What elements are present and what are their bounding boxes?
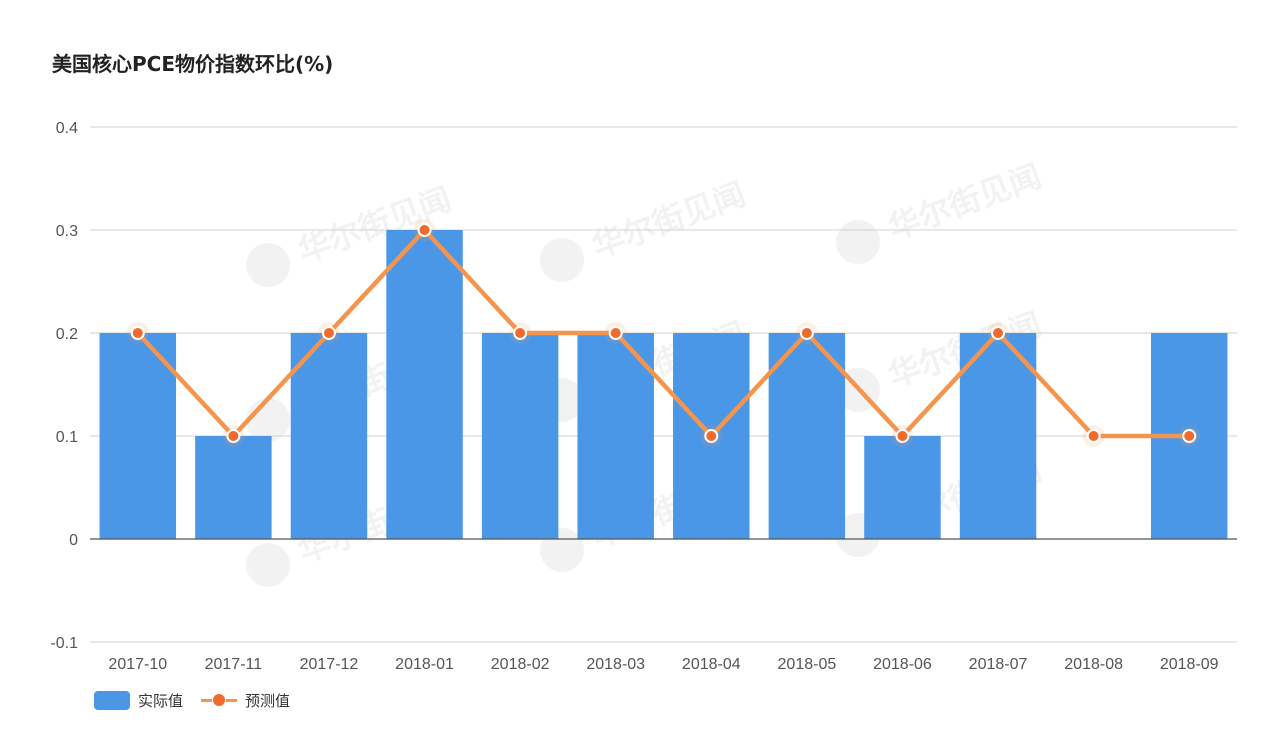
line-series <box>126 219 1201 447</box>
line-point[interactable] <box>1086 429 1101 443</box>
line-point[interactable] <box>799 326 814 340</box>
chart-title: 美国核心PCE物价指数环比(%) <box>52 52 334 76</box>
legend-item-forecast[interactable]: 预测值 <box>201 690 290 711</box>
y-tick-label: -0.1 <box>50 635 78 652</box>
forecast-line <box>135 227 1192 439</box>
bar[interactable] <box>959 333 1037 539</box>
watermark-logo-icon <box>246 243 290 287</box>
x-tick-label: 2017-11 <box>205 656 263 673</box>
y-tick-label: 0.4 <box>56 120 78 137</box>
legend-label-forecast: 预测值 <box>245 691 291 710</box>
legend-bar-swatch <box>94 690 130 710</box>
x-tick-label: 2018-04 <box>682 656 741 673</box>
watermark: 华尔街见闻 <box>836 157 1046 264</box>
x-tick-label: 2018-08 <box>1064 656 1123 673</box>
y-tick-label: 0 <box>69 532 78 549</box>
line-point[interactable] <box>895 429 910 443</box>
y-tick-label: 0.3 <box>56 223 78 240</box>
x-tick-label: 2018-03 <box>586 656 645 673</box>
watermark-text: 华尔街见闻 <box>883 157 1046 247</box>
line-point[interactable] <box>513 326 528 340</box>
legend-label-actual: 实际值 <box>138 691 184 710</box>
line-point[interactable] <box>608 326 623 340</box>
watermark-logo-icon <box>540 238 584 282</box>
x-tick-label: 2017-10 <box>108 656 167 673</box>
x-axis: 2017-10 2017-11 2017-12 2018-01 2018-02 2018-… <box>108 656 1218 673</box>
line-point[interactable] <box>321 326 336 340</box>
bar[interactable] <box>386 230 463 539</box>
watermark: 华尔街见闻 <box>540 175 750 282</box>
watermark-logo-icon <box>836 220 880 264</box>
watermark-logo-icon <box>246 543 290 587</box>
line-point[interactable] <box>226 429 241 443</box>
x-tick-label: 2018-09 <box>1160 656 1219 673</box>
bar[interactable] <box>577 333 654 539</box>
x-tick-label: 2018-02 <box>491 656 550 673</box>
bar-series <box>99 230 1228 539</box>
bar[interactable] <box>99 333 177 539</box>
watermark-text: 华尔街见闻 <box>587 175 750 265</box>
x-tick-label: 2018-06 <box>873 656 932 673</box>
bar[interactable] <box>290 333 368 539</box>
x-tick-label: 2018-07 <box>969 656 1028 673</box>
bar[interactable] <box>864 436 941 539</box>
line-point[interactable] <box>417 223 432 237</box>
x-tick-label: 2018-05 <box>778 656 837 673</box>
bar[interactable] <box>768 333 846 539</box>
line-point[interactable] <box>130 326 145 340</box>
y-axis: -0.1 0 0.1 0.2 0.3 0.4 <box>50 120 78 652</box>
x-tick-label: 2017-12 <box>300 656 359 673</box>
gridlines <box>90 126 1237 643</box>
y-tick-label: 0.1 <box>56 429 78 446</box>
legend: 实际值 预测值 <box>94 688 308 712</box>
x-tick-label: 2018-01 <box>395 656 454 673</box>
bar[interactable] <box>481 333 559 539</box>
legend-item-actual[interactable]: 实际值 <box>94 690 183 711</box>
line-point[interactable] <box>991 326 1006 340</box>
line-point[interactable] <box>704 429 719 443</box>
line-point[interactable] <box>1182 429 1197 443</box>
y-tick-label: 0.2 <box>56 326 78 343</box>
bar[interactable] <box>195 436 272 539</box>
legend-line-swatch <box>201 691 238 710</box>
